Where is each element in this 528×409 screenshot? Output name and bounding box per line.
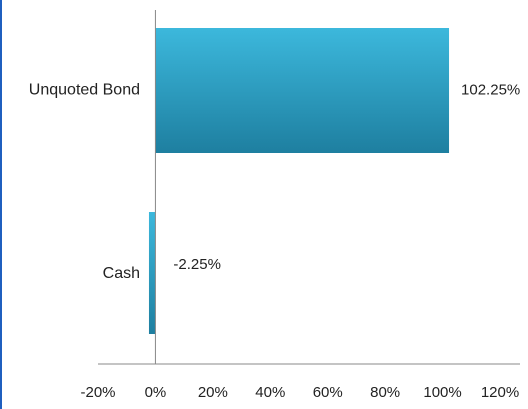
category-label-unquoted-bond: Unquoted Bond bbox=[29, 82, 140, 99]
x-tick-label: 80% bbox=[370, 384, 400, 401]
x-tick-label: 100% bbox=[423, 384, 461, 401]
data-label-cash: -2.25% bbox=[173, 256, 221, 273]
x-tick-label: 0% bbox=[145, 384, 167, 401]
x-tick-label: 40% bbox=[255, 384, 285, 401]
x-tick-label: -20% bbox=[80, 384, 115, 401]
x-tick-label: 120% bbox=[481, 384, 519, 401]
category-label-cash: Cash bbox=[103, 265, 140, 282]
bar-unquoted-bond bbox=[155, 28, 450, 153]
bar-cash bbox=[148, 212, 156, 334]
x-tick-label: 20% bbox=[198, 384, 228, 401]
x-tick-labels: -20% 0% 20% 40% 60% 80% 100% 120% bbox=[80, 384, 519, 401]
x-tick-label: 60% bbox=[313, 384, 343, 401]
labels-layer: Unquoted Bond 102.25% Cash -2.25% bbox=[29, 81, 520, 282]
data-label-unquoted-bond: 102.25% bbox=[461, 81, 520, 98]
bars-layer bbox=[148, 28, 450, 334]
